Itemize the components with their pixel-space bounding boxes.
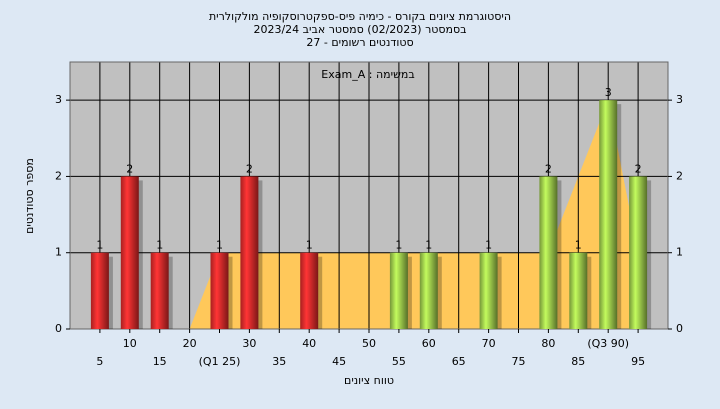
value-label: 2 xyxy=(246,162,253,175)
x-tick-label: (Q3 90) xyxy=(587,337,629,350)
chart-title: בסמסטר (02/2023) סמסטר אביב 2023/24 xyxy=(253,23,466,36)
x-tick-label: 60 xyxy=(422,337,436,350)
value-label: 1 xyxy=(306,239,313,252)
x-tick-label: 65 xyxy=(452,355,466,368)
bar xyxy=(539,176,558,329)
x-tick-label: 30 xyxy=(242,337,256,350)
x-axis-title: טווח ציונים xyxy=(344,374,394,387)
bar xyxy=(240,176,259,329)
x-tick-label: 70 xyxy=(482,337,496,350)
bar xyxy=(150,252,169,329)
bar xyxy=(300,252,319,329)
x-tick-label: 35 xyxy=(272,355,286,368)
y-tick-label: 0 xyxy=(55,322,62,335)
bar xyxy=(120,176,139,329)
bar xyxy=(210,252,229,329)
value-label: 2 xyxy=(545,162,552,175)
bar xyxy=(569,252,588,329)
x-tick-label: 50 xyxy=(362,337,376,350)
y-axis-title: מספר סטודנטים xyxy=(23,158,36,234)
value-label: 1 xyxy=(96,239,103,252)
y2-tick-label: 0 xyxy=(676,322,683,335)
value-label: 2 xyxy=(635,162,642,175)
x-tick-label: 55 xyxy=(392,355,406,368)
x-tick-label: 20 xyxy=(183,337,197,350)
chart-title: היסטוגרמת ציונים בקורס - כימיה פיס-ספקטר… xyxy=(209,10,511,23)
value-label: 1 xyxy=(485,239,492,252)
x-tick-label: (Q1 25) xyxy=(199,355,241,368)
x-tick-label: 15 xyxy=(153,355,167,368)
y-tick-label: 1 xyxy=(55,246,62,259)
y-tick-label: 3 xyxy=(55,93,62,106)
bar xyxy=(389,252,408,329)
bar xyxy=(479,252,498,329)
y2-tick-label: 1 xyxy=(676,246,683,259)
bar xyxy=(629,176,648,329)
value-label: 1 xyxy=(575,239,582,252)
y2-tick-label: 2 xyxy=(676,169,683,182)
value-label: 1 xyxy=(216,239,223,252)
x-tick-label: 45 xyxy=(332,355,346,368)
value-label: 3 xyxy=(605,86,612,99)
x-tick-label: 40 xyxy=(302,337,316,350)
value-label: 2 xyxy=(126,162,133,175)
bar xyxy=(419,252,438,329)
x-tick-label: 5 xyxy=(96,355,103,368)
y-tick-label: 2 xyxy=(55,169,62,182)
x-tick-label: 10 xyxy=(123,337,137,350)
x-tick-label: 80 xyxy=(541,337,555,350)
value-label: 1 xyxy=(425,239,432,252)
annotation: במשימה : Exam_A xyxy=(321,68,414,81)
x-tick-label: 95 xyxy=(631,355,645,368)
value-label: 1 xyxy=(395,239,402,252)
chart-title: סטודנטים רשומים - 27 xyxy=(306,36,413,49)
y2-tick-label: 3 xyxy=(676,93,683,106)
x-tick-label: 85 xyxy=(571,355,585,368)
bar xyxy=(599,100,618,330)
x-tick-label: 75 xyxy=(512,355,526,368)
bar xyxy=(90,252,109,329)
value-label: 1 xyxy=(156,239,163,252)
